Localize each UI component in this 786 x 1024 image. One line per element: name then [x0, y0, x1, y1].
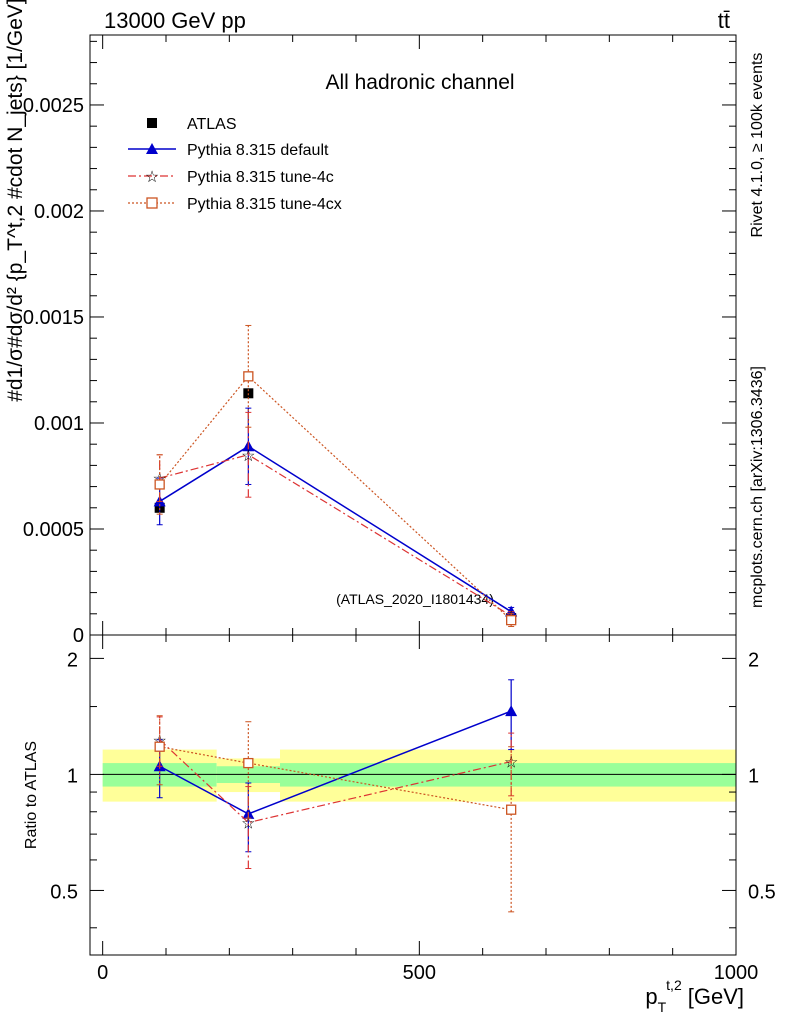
ratio-y-tick-label-right: 1 [748, 765, 759, 787]
legend-label-atlas: ATLAS [187, 116, 237, 133]
header-collision-label: 13000 GeV pp [104, 8, 246, 33]
ratio-y-tick-label-right: 2 [748, 649, 759, 671]
ratio-point-tune4cx [243, 757, 254, 769]
main-y-tick-label: 0.0025 [23, 95, 84, 117]
point-tune4c: ☆ [241, 448, 255, 465]
header-process-label: tt̄ [718, 8, 730, 33]
main-y-axis-label: #d1/σ#dσ/d² {p_T^t,2 #cdot N_jets} [1/Ge… [4, 0, 27, 402]
main-y-tick-label: 0 [73, 625, 84, 647]
main-panel: 0 0.0005 0.001 0.0015 0.002 0.0025 All hadron… [4, 0, 737, 647]
ratio-y-tick-label-right: 0.5 [748, 881, 776, 903]
series-tune4cx [154, 324, 517, 628]
main-y-tick-label: 0.0005 [23, 519, 84, 541]
ratio-point-default [505, 705, 518, 717]
x-axis-label: pTt,2 [GeV] [645, 977, 744, 1015]
point-tune4cx [506, 615, 517, 626]
ratio-frame [89, 634, 737, 956]
ratio-line-tune4cx [159, 746, 512, 811]
main-axis-ticks [90, 35, 737, 636]
ratio-uncertainty-bands [102, 749, 736, 802]
main-chart-title: All hadronic channel [325, 71, 514, 94]
legend-label-tune4c: Pythia 8.315 tune-4c [187, 169, 334, 186]
ratio-y-axis-label: Ratio to ATLAS [23, 741, 40, 849]
x-tick-label: 1000 [714, 962, 759, 984]
point-tune4cx [154, 479, 165, 490]
ratio-tick-labels: 0.5 0.5 1 1 2 2 0 500 1000 [50, 649, 776, 984]
analysis-watermark: (ATLAS_2020_I1801434) [336, 591, 494, 607]
ratio-y-tick-label: 0.5 [50, 881, 78, 903]
main-y-tick-label: 0.001 [34, 413, 84, 435]
ratio-point-tune4cx [154, 741, 165, 752]
main-y-tick-labels: 0 0.0005 0.001 0.0015 0.002 0.0025 [23, 95, 84, 647]
ratio-axis-ticks [90, 635, 737, 955]
ratio-series-tune4cx [154, 715, 517, 913]
main-y-tick-label: 0.0015 [23, 307, 84, 329]
series-atlas [154, 388, 517, 624]
ratio-point-tune4c: ☆ [241, 816, 255, 833]
x-tick-label: 500 [403, 962, 436, 984]
side-label-mcplots: mcplots.cern.ch [arXiv:1306.3436] [749, 366, 766, 608]
point-tune4cx [243, 371, 254, 382]
ratio-point-tune4cx [506, 804, 517, 815]
series-line-tune4c [159, 454, 512, 617]
ratio-y-tick-label: 1 [67, 765, 78, 787]
x-tick-label: 0 [97, 962, 108, 984]
legend-marker-tune4cx [146, 197, 158, 209]
series-line-default [159, 445, 512, 613]
legend-marker-tune4c: ☆ [145, 169, 159, 186]
ratio-panel: 0.5 0.5 1 1 2 2 0 500 1000 ☆☆☆ Ratio to ATLAS pT… [23, 634, 776, 1015]
series-default [153, 407, 518, 617]
legend-label-default: Pythia 8.315 default [187, 142, 329, 159]
main-y-tick-label: 0.002 [34, 201, 84, 223]
ratio-series-group: ☆☆☆ [152, 679, 518, 913]
legend-marker-atlas [147, 118, 157, 128]
ratio-y-tick-label: 2 [67, 649, 78, 671]
legend-label-tune4cx: Pythia 8.315 tune-4cx [187, 196, 342, 213]
legend: ATLAS Pythia 8.315 default ☆ Pythia 8.31… [128, 116, 342, 213]
legend-marker-default [146, 143, 158, 154]
main-series-group: ☆☆☆ [152, 324, 518, 628]
side-label-rivet: Rivet 4.1.0, ≥ 100k events [749, 53, 766, 238]
